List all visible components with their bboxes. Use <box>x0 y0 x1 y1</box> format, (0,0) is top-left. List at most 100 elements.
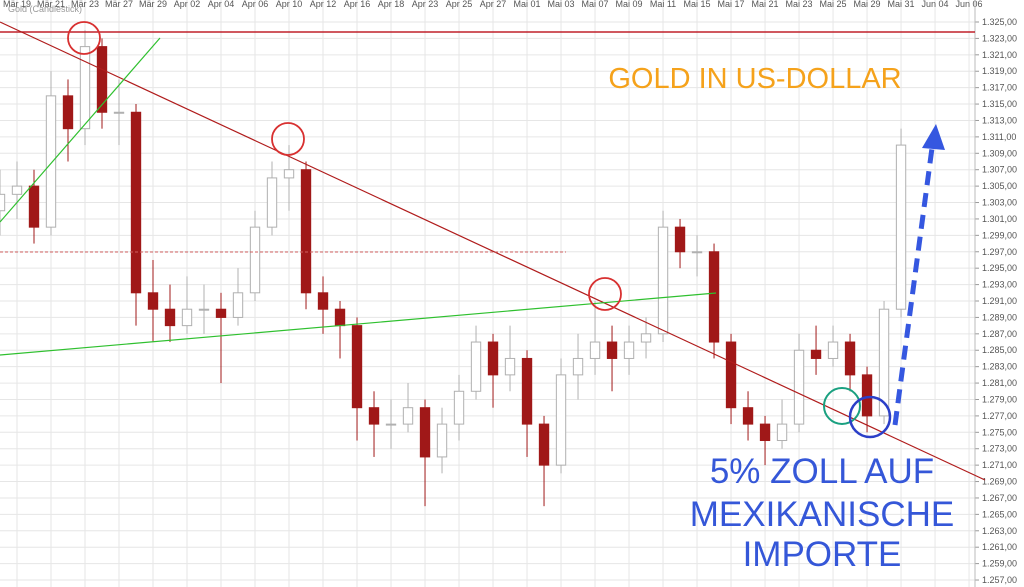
y-tick-label: 1.287,00 <box>982 329 1017 339</box>
y-tick-label: 1.271,00 <box>982 460 1017 470</box>
candle-body <box>45 95 57 228</box>
y-tick-label: 1.261,00 <box>982 542 1017 552</box>
candle-body <box>266 177 278 228</box>
candle-body <box>487 341 499 376</box>
marker-circle <box>823 387 861 425</box>
y-tick-label: 1.289,00 <box>982 312 1017 322</box>
x-tick-label: Mai 03 <box>548 0 575 9</box>
annotation: IMPORTE <box>743 535 902 574</box>
y-tick-label: 1.279,00 <box>982 394 1017 404</box>
candle-body <box>640 333 652 343</box>
x-tick-label: Apr 23 <box>412 0 439 9</box>
x-tick-label: Apr 27 <box>480 0 507 9</box>
y-tick-label: 1.263,00 <box>982 526 1017 536</box>
x-tick-label: Apr 12 <box>310 0 337 9</box>
candle-body <box>827 341 839 359</box>
y-tick-label: 1.303,00 <box>982 198 1017 208</box>
candle-body <box>674 226 686 253</box>
y-tick-label: 1.317,00 <box>982 83 1017 93</box>
x-tick-label: Apr 06 <box>242 0 269 9</box>
candle-body <box>181 308 193 327</box>
x-tick-label: Jun 06 <box>956 0 983 9</box>
y-tick-label: 1.259,00 <box>982 559 1017 569</box>
y-tick-label: 1.315,00 <box>982 99 1017 109</box>
y-tick-label: 1.301,00 <box>982 214 1017 224</box>
x-tick-label: Mai 25 <box>820 0 847 9</box>
annotation: 5% ZOLL AUF <box>710 452 934 491</box>
candle-body <box>810 349 822 359</box>
x-tick-label: Mai 23 <box>786 0 813 9</box>
x-tick-label: Apr 18 <box>378 0 405 9</box>
candle-body <box>657 226 669 335</box>
candle-body <box>300 169 312 294</box>
y-tick-label: 1.305,00 <box>982 181 1017 191</box>
x-tick-label: Apr 04 <box>208 0 235 9</box>
candle-body <box>623 341 635 359</box>
x-tick-label: Mai 17 <box>718 0 745 9</box>
y-tick-label: 1.325,00 <box>982 17 1017 27</box>
arrow-head <box>922 124 945 150</box>
x-tick-label: Mai 11 <box>650 0 676 9</box>
candles <box>0 30 907 507</box>
y-tick-label: 1.273,00 <box>982 444 1017 454</box>
up-trend-line <box>0 37 161 223</box>
candle-body <box>317 292 329 310</box>
candle-body <box>742 407 754 425</box>
candle-body <box>11 185 23 195</box>
x-tick-label: Mär 21 <box>37 0 65 9</box>
annotation: GOLD IN US-DOLLAR <box>608 63 901 95</box>
candle-body <box>878 308 890 417</box>
candle-body <box>368 407 380 425</box>
support-line <box>0 292 717 356</box>
y-tick-label: 1.277,00 <box>982 411 1017 421</box>
x-tick-label: Mai 31 <box>888 0 915 9</box>
x-tick-label: Mär 27 <box>105 0 133 9</box>
candle-body <box>28 185 40 228</box>
x-tick-label: Apr 16 <box>344 0 371 9</box>
y-tick-label: 1.299,00 <box>982 230 1017 240</box>
x-tick-label: Mai 29 <box>854 0 881 9</box>
candle-body <box>725 341 737 409</box>
x-tick-label: Apr 10 <box>276 0 303 9</box>
y-tick-label: 1.297,00 <box>982 247 1017 257</box>
x-tick-label: Apr 02 <box>174 0 201 9</box>
y-tick-label: 1.307,00 <box>982 165 1017 175</box>
candle-body <box>249 226 261 294</box>
x-tick-label: Mai 07 <box>582 0 609 9</box>
marker-circle <box>588 277 622 311</box>
candle-body <box>79 46 91 130</box>
y-tick-label: 1.281,00 <box>982 378 1017 388</box>
candle-body <box>606 341 618 359</box>
candle-body <box>385 423 397 426</box>
x-tick-label: Mai 21 <box>752 0 779 9</box>
candle-body <box>147 292 159 310</box>
candle-body <box>691 251 703 254</box>
candle-body <box>436 423 448 458</box>
candle-body <box>419 407 431 458</box>
candle-body <box>198 308 210 311</box>
y-tick-label: 1.275,00 <box>982 427 1017 437</box>
x-tick-label: Mär 23 <box>71 0 99 9</box>
candle-body <box>861 374 873 417</box>
annotation: MEXIKANISCHE <box>690 495 955 534</box>
y-tick-label: 1.309,00 <box>982 148 1017 158</box>
chart-title: Gold (Candlestick) <box>8 4 82 14</box>
x-tick-label: Mär 29 <box>139 0 167 9</box>
candle-body <box>844 341 856 376</box>
x-tick-label: Mai 09 <box>616 0 643 9</box>
candle-body <box>232 292 244 318</box>
y-tick-label: 1.321,00 <box>982 50 1017 60</box>
y-tick-label: 1.285,00 <box>982 345 1017 355</box>
y-tick-label: 1.267,00 <box>982 493 1017 503</box>
candle-body <box>334 308 346 327</box>
candle-body <box>215 308 227 318</box>
marker-circle <box>271 122 305 156</box>
candle-body <box>453 390 465 425</box>
candle-body <box>572 357 584 376</box>
marker-circle <box>848 395 892 439</box>
y-tick-label: 1.269,00 <box>982 477 1017 487</box>
y-tick-label: 1.311,00 <box>982 132 1016 142</box>
x-tick-label: Mai 15 <box>684 0 711 9</box>
